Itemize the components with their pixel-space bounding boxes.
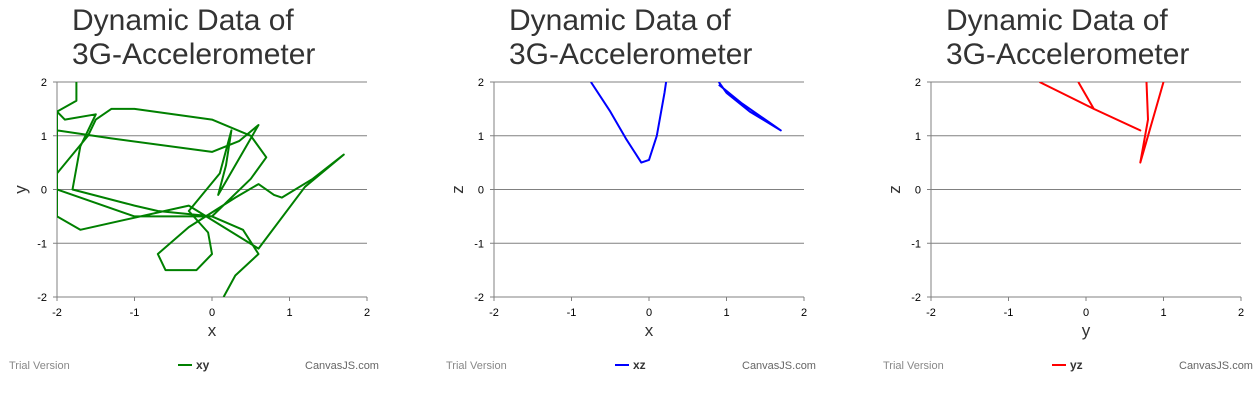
chart-title-line: 3G-Accelerometer [946,38,1190,71]
x-tick-label: -1 [130,307,140,319]
y-axis-title: z [448,185,467,194]
chart-svg: 2 1 0 -1 -2 -2 -1 0 1 2 x y [11,77,370,340]
y-tick-label: -2 [911,292,921,304]
trial-version-label: Trial Version [9,360,70,372]
chart-svg: 2 1 0 -1 -2 -2 -1 0 1 2 x z [448,77,807,340]
trial-version-label: Trial Version [446,360,507,372]
series-line-yz [1039,82,1165,164]
x-tick-label: 1 [286,307,292,319]
x-axis-title: x [645,321,654,340]
x-tick-label: 0 [646,307,652,319]
x-tick-label: 2 [364,307,370,319]
legend-item-xz[interactable]: xz [615,358,646,372]
legend-swatch [178,364,192,366]
x-tick-label: 1 [723,307,729,319]
x-axis-title: y [1082,321,1091,340]
x-tick-label: -2 [489,307,499,319]
y-axis-title: y [11,185,30,194]
chart-title: Dynamic Data of 3G-Accelerometer [509,4,752,72]
y-tick-label: 0 [915,185,921,197]
x-tick-label: -2 [926,307,936,319]
canvasjs-credit-link[interactable]: CanvasJS.com [305,360,379,372]
y-tick-label: -1 [474,238,484,250]
chart-panel-yz: Dynamic Data of 3G-Accelerometer 2 1 0 -1 -2 -2… [874,0,1258,411]
y-tick-label: 0 [41,185,47,197]
y-tick-label: 1 [915,131,921,143]
canvasjs-credit-link[interactable]: CanvasJS.com [742,360,816,372]
legend-label: xz [633,358,646,372]
y-tick-label: -2 [474,292,484,304]
chart-title-line: Dynamic Data of [72,4,294,37]
chart-title-line: 3G-Accelerometer [509,38,753,71]
y-tick-label: -1 [37,238,47,250]
x-tick-label: 1 [1160,307,1166,319]
series-line-xz [590,82,782,164]
x-tick-label: 0 [1083,307,1089,319]
legend-swatch [615,364,629,366]
chart-title-line: Dynamic Data of [509,4,731,37]
chart-panel-xz: Dynamic Data of 3G-Accelerometer 2 1 0 -1 -2 -2… [437,0,874,411]
y-axis-title: z [885,185,904,194]
y-tick-label: 0 [478,185,484,197]
x-axis-title: x [208,321,217,340]
canvasjs-credit-link[interactable]: CanvasJS.com [1179,360,1253,372]
legend-item-xy[interactable]: xy [178,358,209,372]
legend-item-yz[interactable]: yz [1052,358,1083,372]
x-tick-label: 2 [801,307,807,319]
chart-title: Dynamic Data of 3G-Accelerometer [946,4,1189,72]
y-tick-label: 1 [41,131,47,143]
chart-title: Dynamic Data of 3G-Accelerometer [72,4,315,72]
legend-label: xy [196,358,210,372]
legend-swatch [1052,364,1066,366]
chart-title-line: Dynamic Data of [946,4,1168,37]
chart-panel-xy: Dynamic Data of 3G-Accelerometer 2 1 0 -1 -2 -2… [0,0,437,411]
y-tick-label: 2 [41,77,47,89]
x-tick-label: 0 [209,307,215,319]
x-tick-label: -1 [1004,307,1014,319]
x-tick-label: -1 [567,307,577,319]
legend-label: yz [1070,358,1083,372]
series-line-xy [57,82,345,297]
y-tick-label: -2 [37,292,47,304]
chart-svg: 2 1 0 -1 -2 -2 -1 0 1 2 y z [885,77,1244,340]
y-tick-label: 1 [478,131,484,143]
trial-version-label: Trial Version [883,360,944,372]
x-tick-label: -2 [52,307,62,319]
y-tick-label: -1 [911,238,921,250]
chart-title-line: 3G-Accelerometer [72,38,316,71]
y-tick-label: 2 [915,77,921,89]
y-tick-label: 2 [478,77,484,89]
x-tick-label: 2 [1238,307,1244,319]
